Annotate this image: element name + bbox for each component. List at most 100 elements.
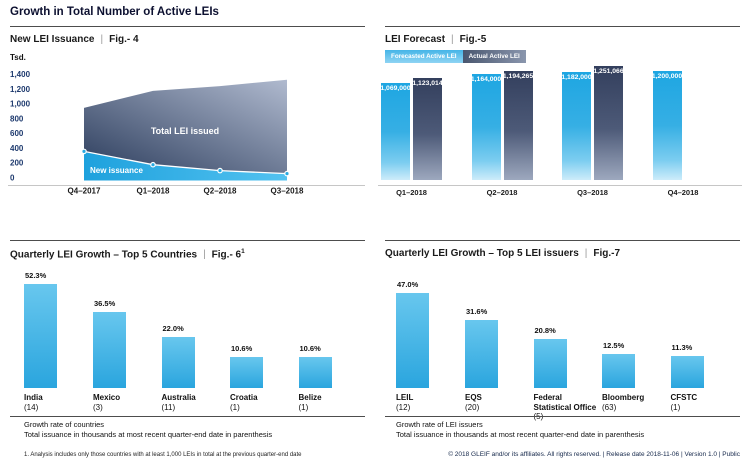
- divider: [10, 240, 365, 241]
- fig4-axis-line: [8, 185, 365, 186]
- bar-percent-label: 52.3%: [25, 271, 47, 280]
- category-name: Australia: [161, 393, 196, 402]
- fig5-x-axis-labels: Q1–2018 Q2–2018 Q3–2018 Q4–2018: [381, 188, 742, 200]
- forecasted-bar: 1,182,000: [561, 72, 592, 180]
- growth-bar: [396, 293, 429, 388]
- growth-bar: [93, 312, 126, 388]
- title-separator: |: [584, 248, 588, 259]
- fig6-caption-1: Growth rate of countries: [24, 420, 105, 429]
- x-axis-tick-label: Q4–2017: [68, 187, 101, 196]
- x-axis-tick-label: Q2–2018: [204, 187, 237, 196]
- actual-bar: 1,251,066: [593, 66, 624, 180]
- fig7-bar-chart: 47.0% 31.6% 20.8% 12.5% 11.3%: [385, 265, 742, 388]
- category-name: Belize: [298, 393, 322, 402]
- fig5-legend: Forecasted Active LEI Actual Active LEI: [385, 50, 526, 63]
- fig6-bar-chart: 52.3% 36.5% 22.0% 10.6% 10.6%: [10, 265, 367, 388]
- growth-bar: [24, 284, 57, 388]
- category-name: LEIL: [396, 393, 414, 402]
- legend-forecasted-active-lei: Forecasted Active LEI: [385, 50, 463, 63]
- divider: [385, 240, 740, 241]
- bar-percent-label: 22.0%: [162, 324, 184, 333]
- fig5-axis-line: [378, 185, 742, 186]
- bar-value-label: 1,194,265: [502, 73, 534, 80]
- growth-bar: [161, 337, 195, 388]
- y-axis-tick-label: 800: [10, 115, 24, 124]
- divider: [10, 26, 365, 27]
- category-count: (1): [670, 402, 681, 412]
- y-axis-tick-label: 1,200: [10, 85, 31, 94]
- title-separator: |: [203, 249, 206, 261]
- bar-percent-label: 11.3%: [671, 343, 693, 352]
- fig5-bar-chart: 1,069,000 1,123,014 1,164,000 1,194,265 1,18…: [380, 60, 742, 180]
- growth-bar: [670, 356, 704, 388]
- data-point-marker: [284, 170, 290, 177]
- fig4-number: Fig.- 4: [109, 34, 139, 45]
- x-axis-tick-label: Q1–2018: [137, 187, 170, 196]
- fig6-caption-2: Total issuance in thousands at most rece…: [24, 429, 273, 439]
- forecasted-bar: 1,200,000: [652, 71, 682, 180]
- fig6-title: Quarterly LEI Growth – Top 5 Countries: [10, 249, 198, 261]
- fig5-section-title: LEI Forecast | Fig.-5: [385, 34, 486, 45]
- fig6-footnote-marker: 1: [241, 248, 245, 255]
- fig7-section-title: Quarterly LEI Growth – Top 5 LEI issuers…: [385, 248, 620, 259]
- category-count: (1): [298, 402, 309, 412]
- bar-value-label: 1,182,000: [561, 74, 592, 81]
- category-label: EQS (20): [465, 393, 533, 412]
- y-axis-tick-label: 1,000: [10, 100, 31, 109]
- fig4-area-chart: 1,400 1,200 1,000 800 600 400 200 0 Q4–2017 Q1–20…: [10, 70, 304, 196]
- y-axis-tick-label: 600: [10, 129, 24, 138]
- category-count: (63): [602, 402, 617, 412]
- bar-percent-label: 12.5%: [603, 341, 625, 350]
- growth-bar: [533, 339, 567, 388]
- category-count: (12): [396, 402, 411, 412]
- bar-percent-label: 36.5%: [94, 299, 116, 308]
- x-axis-tick-label: Q1–2018: [396, 188, 427, 197]
- divider: [385, 26, 740, 27]
- new-issuance-series-label: New issuance: [90, 166, 143, 175]
- fig4-title: New LEI Issuance: [10, 34, 95, 45]
- legend-actual-active-lei: Actual Active LEI: [462, 50, 526, 63]
- x-axis-tick-label: Q3–2018: [271, 187, 304, 196]
- category-label: Australia (11): [162, 393, 230, 412]
- fig5-number: Fig.-5: [459, 34, 487, 45]
- bar-value-label: 1,069,000: [380, 85, 411, 92]
- total-lei-issued-series-label: Total LEI issued: [151, 126, 219, 136]
- new-issuance-area: [84, 151, 287, 181]
- category-name: EQS: [465, 393, 482, 402]
- data-point-marker: [150, 161, 156, 168]
- category-name: CFSTC: [670, 393, 698, 402]
- fig7-title: Quarterly LEI Growth – Top 5 LEI issuers: [385, 248, 579, 259]
- fig4-unit-label: Tsd.: [10, 53, 26, 62]
- y-axis-tick-label: 200: [10, 159, 24, 168]
- title-separator: |: [100, 34, 104, 45]
- bar-percent-label: 47.0%: [397, 280, 419, 289]
- category-label: CFSTC (1): [671, 393, 739, 412]
- category-label: Mexico (3): [93, 393, 161, 412]
- fig6-category-labels: India (14) Mexico (3) Australia (11) Croatia (1…: [10, 393, 367, 417]
- fig5-title: LEI Forecast: [385, 34, 446, 45]
- new-issuance-line: [83, 150, 288, 175]
- category-name: India: [24, 393, 43, 402]
- category-name: Federal Statistical Office: [533, 393, 597, 412]
- category-name: Mexico: [93, 393, 121, 402]
- total-lei-issued-area: [84, 79, 287, 174]
- category-name: Croatia: [230, 393, 258, 402]
- y-axis-tick-label: 1,400: [10, 70, 31, 79]
- category-label: Croatia (1): [230, 393, 298, 412]
- forecasted-bar: 1,164,000: [471, 74, 501, 180]
- fig7-caption-2: Total issuance in thousands at most rece…: [396, 429, 645, 439]
- fig7-number: Fig.-7: [593, 248, 621, 259]
- category-name: Bloomberg: [602, 393, 645, 402]
- category-label: India (14): [24, 393, 92, 412]
- category-label: LEIL (12): [396, 393, 464, 412]
- fig4-section-title: New LEI Issuance | Fig.- 4: [10, 34, 139, 45]
- actual-bar: 1,123,014: [412, 78, 443, 180]
- category-count: (3): [93, 402, 103, 412]
- bar-percent-label: 20.8%: [534, 326, 556, 335]
- actual-bar: 1,194,265: [502, 71, 534, 180]
- x-axis-tick-label: Q3–2018: [577, 188, 608, 197]
- growth-bar: [465, 320, 498, 388]
- data-point-marker: [217, 167, 223, 174]
- growth-bar: [298, 357, 332, 388]
